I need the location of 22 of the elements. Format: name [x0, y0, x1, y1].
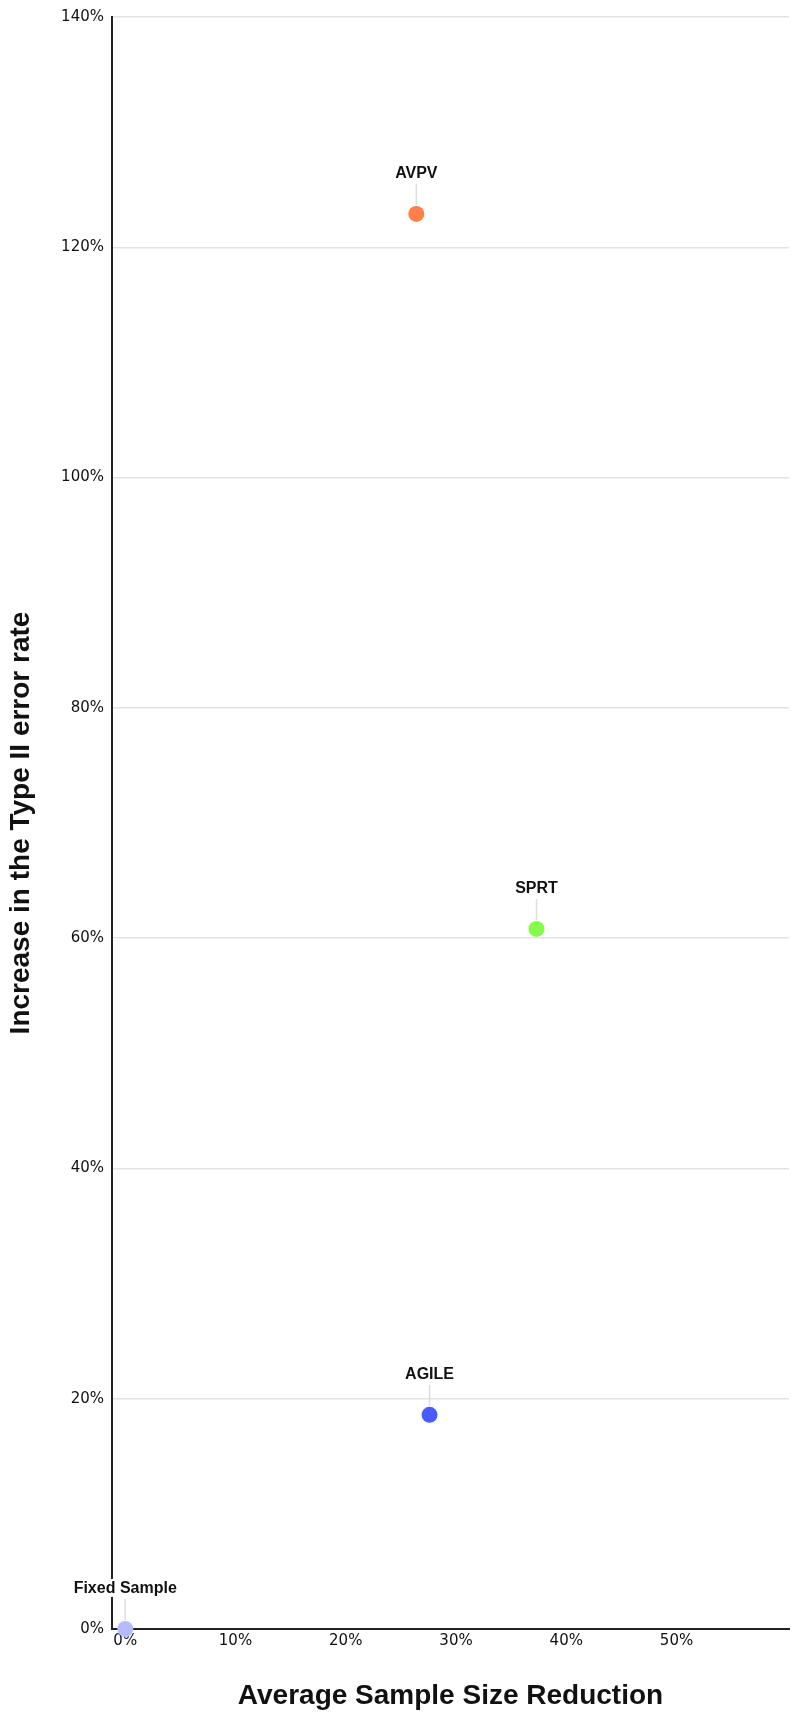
y-tick-label: 140%: [61, 6, 104, 25]
x-tick-label: 20%: [329, 1630, 363, 1649]
y-axis-title: Increase in the Type II error rate: [3, 611, 35, 1035]
point: [408, 205, 425, 222]
point: [421, 1406, 438, 1423]
x-axis-title: Average Sample Size Reduction: [237, 1678, 664, 1710]
y-tick-label: 60%: [70, 928, 104, 947]
x-tick-label: 40%: [549, 1630, 583, 1649]
x-tick-label: 10%: [218, 1630, 253, 1649]
x-tick-label: 30%: [439, 1630, 473, 1649]
series-label: AVPV: [395, 164, 438, 182]
y-tick-label: 80%: [70, 697, 104, 716]
text: Fixed Sample: [73, 1579, 177, 1597]
y-tick-label: 100%: [61, 467, 104, 486]
y-tick-label: 20%: [70, 1388, 104, 1407]
series-label: SPRT: [515, 879, 559, 897]
y-tick-label: 40%: [70, 1158, 104, 1177]
y-tick-label: 0%: [80, 1618, 104, 1637]
x-tick-label: 50%: [659, 1630, 694, 1649]
point: [528, 920, 545, 937]
y-tick-label: 120%: [61, 237, 104, 256]
text: AGILE: [405, 1365, 455, 1383]
